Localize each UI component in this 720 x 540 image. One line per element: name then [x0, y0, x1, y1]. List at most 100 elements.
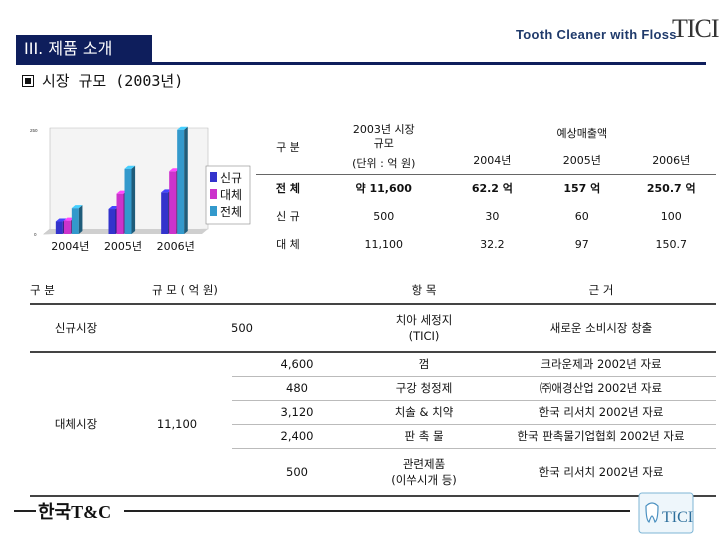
market-basis-table: 구 분 규 모 ( 억 원) 항 목 근 거 신규시장 500 치아 세정지 (…: [30, 276, 716, 497]
table-header-row: 구 분 규 모 ( 억 원) 항 목 근 거: [30, 276, 716, 305]
year-header: 2006년: [652, 153, 691, 167]
table-row-replacement: 대 체 11,100 32.2 97 150.7: [256, 230, 716, 258]
group-label: 대체시장: [30, 352, 122, 497]
table-row: 500 관련제품 (이쑤시개 등) 한국 리서치 2002년 자료: [30, 448, 716, 497]
row-value: 157 억: [537, 173, 627, 202]
bar-신규: [55, 221, 63, 234]
tooth-logo-icon: TICI: [638, 492, 694, 534]
subtitle-text: 시장 규모 (2003년): [42, 72, 184, 90]
section-tab: III. 제품 소개: [16, 35, 152, 63]
bar-top: [71, 205, 83, 209]
basis-cell: 새로운 소비시장 창출: [486, 304, 716, 353]
table-row: 480 구강 청정제 ㈜애경산업 2002년 자료: [30, 376, 716, 401]
row-label: 신 규: [276, 210, 300, 223]
bar-대체: [63, 220, 71, 234]
legend-label: 신규: [220, 171, 242, 185]
square-bullet-icon: [22, 74, 34, 87]
row-label: 대 체: [276, 238, 300, 251]
legend-swatch: [210, 172, 217, 182]
bar-신규: [108, 209, 116, 234]
bar-top: [108, 206, 120, 210]
group-label: 신규시장: [30, 304, 122, 353]
header-scale: 규 모 ( 억 원): [122, 276, 362, 305]
y-tick-label: 0: [34, 232, 37, 237]
y-tick-label: 250: [30, 128, 38, 133]
row-value: 97: [574, 237, 589, 251]
bar-대체: [169, 171, 177, 234]
group-total: 11,100: [122, 352, 232, 497]
footer-logo-text: TICI: [662, 509, 693, 526]
slide-subtitle: 시장 규모 (2003년): [22, 70, 183, 91]
legend-label: 대체: [220, 188, 242, 202]
bar-top: [169, 168, 180, 172]
header-basis: 근 거: [486, 276, 716, 305]
basis-cell: 한국 리서치 2002년 자료: [486, 400, 716, 425]
bar-top: [55, 218, 67, 222]
group-total: 500: [122, 304, 362, 353]
year-header: 2004년: [473, 153, 512, 167]
row-value: 60: [574, 209, 589, 223]
item-cell: 관련제품 (이쑤시개 등): [362, 448, 486, 497]
company-name: 한국T&C: [38, 502, 112, 522]
x-tick-label: 2004년: [51, 240, 89, 253]
year-header: 2005년: [562, 153, 601, 167]
col-header-size-unit: (단위 : 억 원): [352, 156, 416, 170]
brand-logo: TICI: [672, 14, 720, 43]
x-tick-label: 2005년: [104, 240, 142, 253]
bar-side: [184, 126, 188, 234]
table-row: 신규시장 500 치아 세정지 (TICI) 새로운 소비시장 창출: [30, 304, 716, 353]
header-divider: [16, 62, 706, 65]
row-value: 100: [660, 209, 682, 223]
table-row: 대체시장 11,100 4,600 껌 크라운제과 2002년 자료: [30, 352, 716, 497]
amount-cell: 4,600: [232, 352, 362, 377]
table-row: 2,400 판 촉 물 한국 판촉물기업협회 2002년 자료: [30, 424, 716, 449]
legend-swatch: [210, 189, 217, 199]
bar-side: [131, 165, 136, 234]
footer-divider: [124, 510, 630, 512]
amount-cell: 2,400: [232, 424, 362, 449]
market-size-table: 구 분 2003년 시장 규모 (단위 : 억 원) 예상매출액 2004년 2…: [256, 120, 716, 258]
item-cell: 치솔 & 치약: [362, 400, 486, 425]
basis-cell: 한국 리서치 2002년 자료: [486, 448, 716, 497]
bar-top: [63, 217, 75, 221]
item-line: (이쑤시개 등): [391, 472, 457, 487]
header-item: 항 목: [362, 276, 486, 305]
x-tick-label: 2006년: [157, 240, 195, 253]
item-line: (TICI): [408, 329, 440, 343]
legend-label: 전체: [220, 205, 242, 219]
footer-logo: TICI: [638, 492, 694, 534]
col-header-size-line2: 규모: [373, 136, 394, 150]
col-header-size: 2003년 시장 규모 (단위 : 억 원): [320, 120, 448, 174]
amount-cell: 500: [232, 448, 362, 497]
row-size: 약 11,600: [319, 173, 448, 202]
table-row-total: 전 체 약 11,600 62.2 억 157 억 250.7 억: [256, 173, 716, 202]
row-size: 11,100: [364, 237, 404, 251]
bar-top: [177, 126, 188, 130]
amount-cell: 3,120: [232, 400, 362, 425]
row-value: 62.2 억: [447, 173, 538, 202]
item-line: 치아 세정지: [395, 313, 453, 327]
bar-전체: [71, 208, 79, 234]
footer-divider-left: [14, 510, 36, 512]
basis-cell: 한국 판촉물기업협회 2002년 자료: [486, 424, 716, 449]
row-value: 32.2: [480, 237, 505, 251]
item-cell: 구강 청정제: [362, 376, 486, 401]
row-size: 500: [373, 209, 395, 223]
basis-cell: 크라운제과 2002년 자료: [486, 352, 716, 377]
bar-top: [161, 189, 172, 193]
amount-cell: 480: [232, 376, 362, 401]
item-cell: 치아 세정지 (TICI): [362, 304, 486, 353]
table-row-new: 신 규 500 30 60 100: [256, 202, 716, 230]
bar-대체: [116, 193, 124, 234]
header-category: 구 분: [30, 276, 122, 305]
row-value: 30: [485, 209, 500, 223]
item-cell: 판 촉 물: [362, 424, 486, 449]
table-row: 3,120 치솔 & 치약 한국 리서치 2002년 자료: [30, 400, 716, 425]
basis-cell: ㈜애경산업 2002년 자료: [486, 376, 716, 401]
bar-전체: [124, 168, 132, 234]
item-line: 관련제품: [402, 456, 446, 471]
bar-전체: [177, 129, 185, 234]
brand-tagline: Tooth Cleaner with Floss: [516, 27, 677, 42]
